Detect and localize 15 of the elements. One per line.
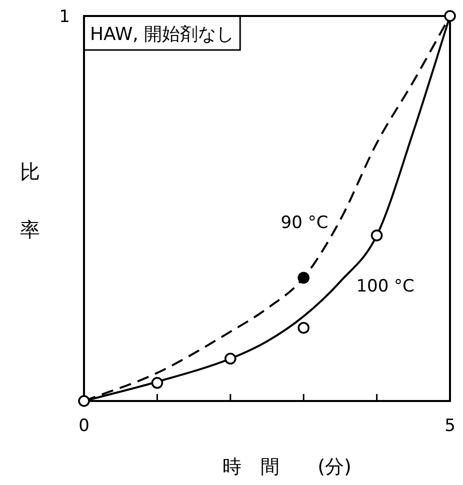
point bbox=[370, 230, 383, 242]
text: 1 bbox=[59, 7, 70, 27]
point bbox=[298, 322, 310, 334]
text: 比率 bbox=[20, 160, 40, 242]
x-axis-title: 時 間 (分) bbox=[222, 456, 352, 478]
series-label: 100 °C bbox=[356, 276, 414, 297]
point bbox=[298, 272, 310, 284]
x-tick-label: 0 bbox=[78, 416, 90, 436]
point bbox=[224, 352, 236, 365]
text: HAW, 開始剤なし bbox=[90, 24, 234, 45]
series-label: 90 °C bbox=[280, 213, 328, 234]
point bbox=[151, 377, 164, 389]
x-tick-label: 5 bbox=[444, 416, 456, 436]
point bbox=[444, 10, 456, 22]
point bbox=[78, 395, 90, 407]
